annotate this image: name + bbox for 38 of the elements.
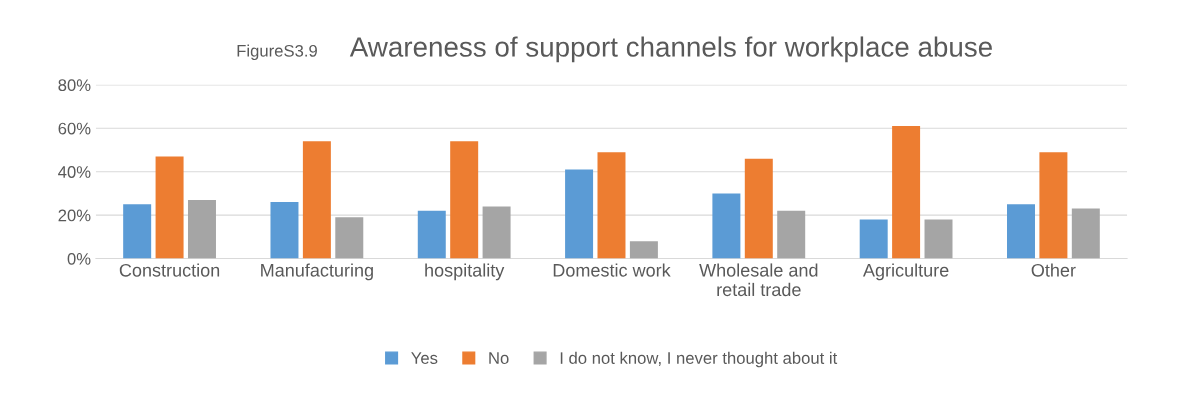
bar xyxy=(450,141,479,259)
y-tick-label: 40% xyxy=(58,166,91,178)
y-tick-label: 0% xyxy=(67,252,91,265)
bar xyxy=(744,158,773,259)
bar xyxy=(417,210,446,259)
bar xyxy=(597,152,626,259)
y-tick-label: 80% xyxy=(58,79,91,92)
bar xyxy=(712,193,741,259)
bar xyxy=(335,217,364,259)
bar xyxy=(859,219,888,259)
caption: FigureS3.9 xyxy=(237,44,317,61)
bar xyxy=(187,199,216,259)
legend-label: I do not know, I never thought about it xyxy=(560,351,838,368)
bar xyxy=(482,206,511,259)
bar xyxy=(565,169,594,259)
bar xyxy=(924,219,953,259)
x-tick-label: Other xyxy=(1031,263,1076,277)
bar xyxy=(1071,208,1100,259)
bar xyxy=(777,210,806,259)
chart-title: Awareness of support channels for workplace abuse xyxy=(349,36,992,63)
bar xyxy=(123,204,152,259)
bar xyxy=(270,202,299,259)
legend-label: Yes xyxy=(411,352,438,364)
bar xyxy=(1039,152,1068,259)
bar xyxy=(302,141,331,259)
x-tick-label: hospitality xyxy=(425,263,505,281)
bar xyxy=(1007,204,1035,259)
x-tick-label: Manufacturing xyxy=(261,263,373,281)
bar xyxy=(155,156,184,259)
x-tick-label: Construction xyxy=(119,263,220,277)
y-tick-label: 20% xyxy=(58,209,91,222)
x-tick-label: Domestic work xyxy=(553,263,671,277)
bar xyxy=(892,126,921,259)
x-tick-label: Agriculture xyxy=(862,263,949,281)
x-tick-label: Wholesale and retail trade xyxy=(699,263,818,297)
bar xyxy=(629,241,658,259)
legend-label: No xyxy=(489,352,509,364)
y-tick-label: 60% xyxy=(58,122,91,135)
